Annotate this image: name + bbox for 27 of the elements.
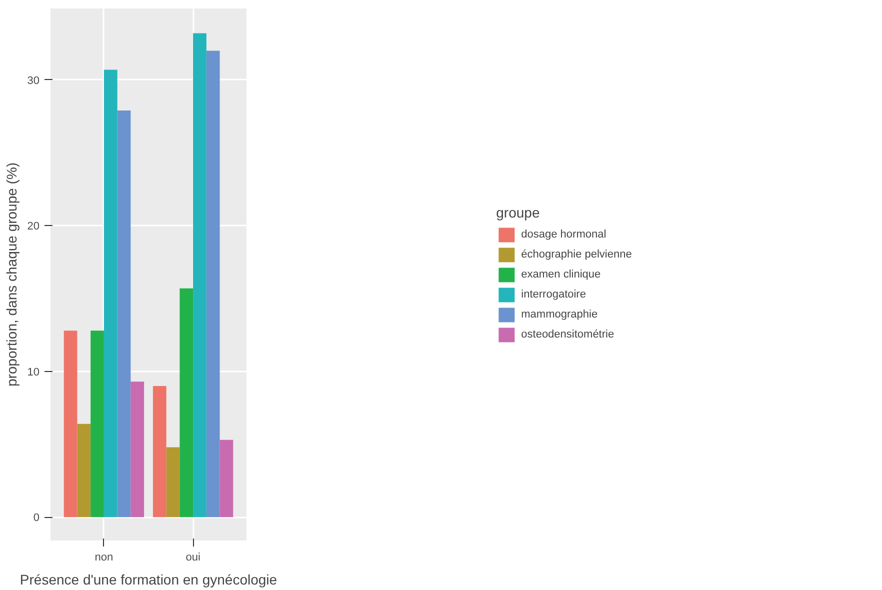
bar: [117, 110, 131, 518]
bar: [166, 447, 180, 518]
y-axis-title: proportion, dans chaque groupe (%): [3, 162, 20, 387]
legend-label: mammographie: [521, 308, 598, 320]
bar: [104, 70, 118, 518]
y-tick-label: 0: [33, 512, 40, 524]
y-tick-label: 20: [27, 220, 40, 233]
bar: [206, 50, 220, 518]
x-axis-title: Présence d'une formation en gynécologie: [20, 572, 278, 588]
bar: [130, 382, 144, 518]
x-tick-label: non: [94, 552, 114, 564]
legend-title: groupe: [496, 204, 541, 220]
bar: [220, 440, 234, 518]
bar: [90, 330, 104, 518]
bar: [64, 330, 78, 518]
y-tick-label: 30: [27, 74, 40, 87]
legend-label: dosage hormonal: [521, 228, 606, 240]
y-tick-label: 10: [27, 366, 40, 378]
legend-label: échographie pelvienne: [521, 248, 632, 260]
legend-label: examen clinique: [521, 268, 601, 280]
legend-label: osteodensitométrie: [521, 328, 614, 340]
bar: [77, 424, 91, 518]
x-tick-label: oui: [186, 552, 200, 564]
bar: [180, 288, 194, 518]
bar: [152, 386, 166, 518]
legend-label: interrogatoire: [521, 288, 586, 300]
bar: [193, 33, 206, 518]
